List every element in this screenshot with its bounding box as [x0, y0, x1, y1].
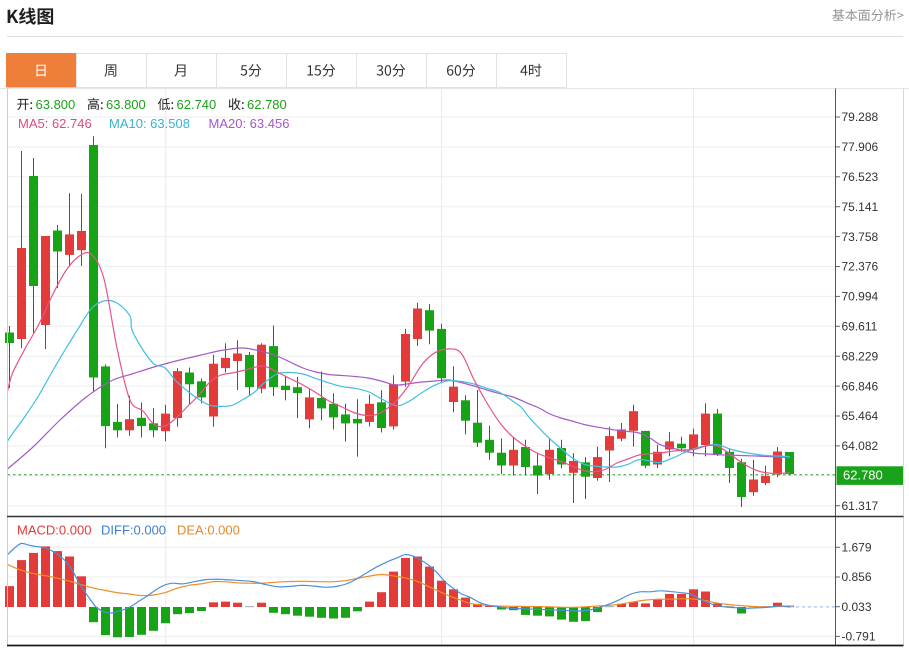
svg-text:62.740: 62.740: [177, 97, 217, 112]
svg-text:73.758: 73.758: [842, 230, 879, 244]
svg-text:0.856: 0.856: [842, 570, 872, 584]
svg-text:77.906: 77.906: [842, 140, 879, 154]
svg-text:MACD:0.000: MACD:0.000: [17, 523, 91, 538]
svg-text:66.846: 66.846: [842, 379, 879, 393]
svg-text:75.141: 75.141: [842, 200, 879, 214]
svg-text:72.376: 72.376: [842, 260, 879, 274]
svg-text:1.679: 1.679: [842, 541, 872, 555]
svg-text:63.800: 63.800: [106, 97, 146, 112]
svg-text:70.994: 70.994: [842, 290, 879, 304]
svg-text:63.800: 63.800: [36, 97, 76, 112]
svg-text:MA5: 62.746: MA5: 62.746: [18, 116, 92, 131]
svg-text:69.611: 69.611: [842, 320, 878, 334]
svg-text:MA20: 63.456: MA20: 63.456: [209, 116, 290, 131]
svg-text:62.780: 62.780: [843, 468, 883, 483]
svg-text:DIFF:0.000: DIFF:0.000: [101, 523, 166, 538]
svg-text:61.317: 61.317: [842, 499, 879, 513]
svg-text:76.523: 76.523: [842, 170, 879, 184]
svg-text:65.464: 65.464: [842, 409, 879, 423]
svg-text:62.780: 62.780: [247, 97, 287, 112]
svg-text:79.288: 79.288: [842, 110, 879, 124]
svg-text:DEA:0.000: DEA:0.000: [177, 523, 240, 538]
svg-text:64.082: 64.082: [842, 439, 879, 453]
svg-text:MA10: 63.508: MA10: 63.508: [109, 116, 190, 131]
svg-text:-0.791: -0.791: [842, 630, 876, 644]
svg-text:68.229: 68.229: [842, 349, 879, 363]
svg-text:0.033: 0.033: [842, 600, 872, 614]
